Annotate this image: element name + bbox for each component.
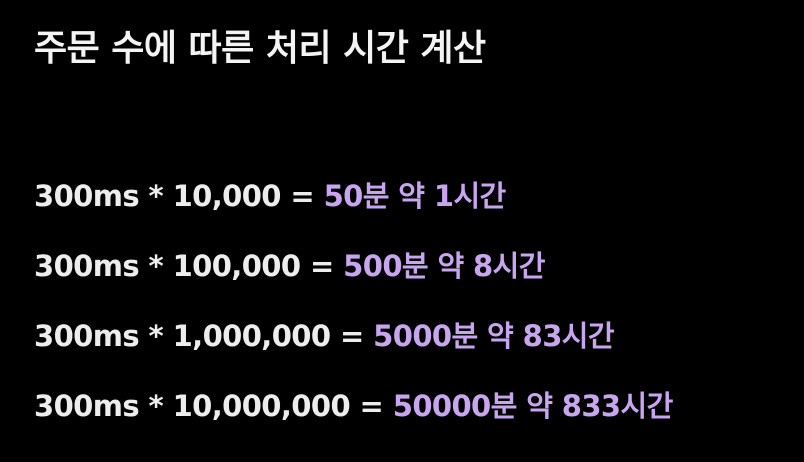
calculation-result: 50분 약 1시간 [323,179,507,213]
calculation-expression: 300ms * 10,000,000 = [34,389,393,423]
slide-title: 주문 수에 따른 처리 시간 계산 [34,28,486,69]
calculation-line-2: 300ms * 100,000 = 500분 약 8시간 [34,244,673,314]
calculation-line-3: 300ms * 1,000,000 = 5000분 약 83시간 [34,314,673,384]
calculation-expression: 300ms * 1,000,000 = [34,319,374,353]
calculation-result: 50000분 약 833시간 [392,389,674,423]
calculation-list: 300ms * 10,000 = 50분 약 1시간 300ms * 100,0… [34,174,673,454]
calculation-line-1: 300ms * 10,000 = 50분 약 1시간 [34,174,673,244]
calculation-expression: 300ms * 10,000 = [34,179,324,213]
calculation-result: 500분 약 8시간 [343,249,545,283]
calculation-expression: 300ms * 100,000 = [34,249,344,283]
calculation-result: 5000분 약 83시간 [373,319,614,353]
calculation-line-4: 300ms * 10,000,000 = 50000분 약 833시간 [34,384,673,454]
